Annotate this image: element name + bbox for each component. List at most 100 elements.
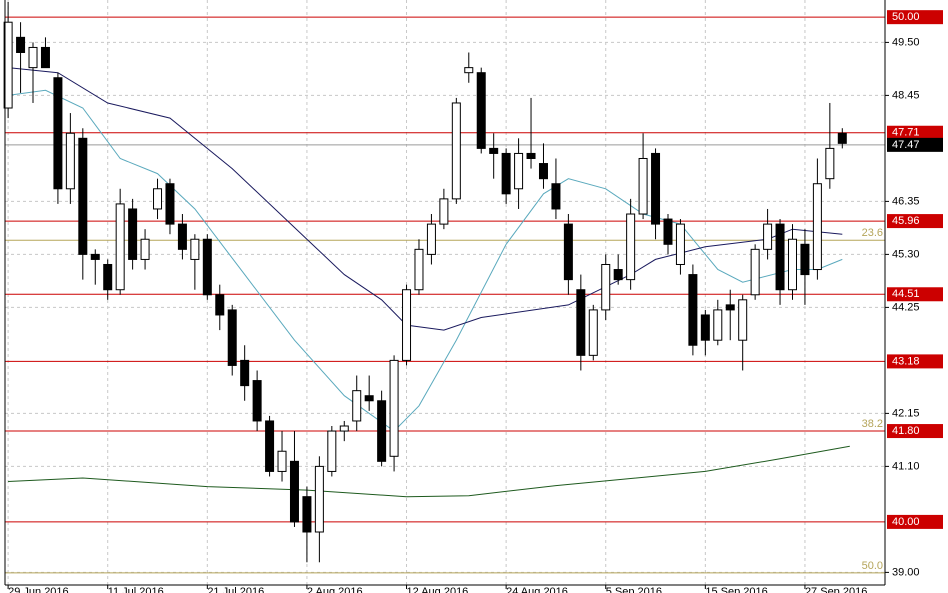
candle-body — [426, 223, 436, 255]
fib-label: 23.6 — [862, 227, 883, 239]
candle-body — [90, 253, 100, 260]
y-tick-label: 45.30 — [892, 248, 920, 260]
candle-body — [725, 304, 735, 311]
candle-body — [402, 289, 412, 361]
candle-body — [202, 238, 212, 296]
candle-body — [103, 263, 113, 291]
candle-body — [775, 223, 785, 291]
price-label: 41.80 — [892, 425, 920, 437]
candle-body — [750, 248, 760, 296]
candle-body — [800, 243, 810, 276]
candle-body — [638, 157, 648, 215]
x-tick-label: 21 Jul 2016 — [207, 586, 264, 593]
candle-body — [451, 102, 461, 200]
candle-body — [277, 450, 287, 472]
price-label-box — [887, 214, 943, 229]
candle-body — [763, 223, 773, 250]
candle-body — [439, 198, 449, 225]
candle-body — [514, 152, 524, 190]
candle-body — [28, 46, 38, 69]
candle-body — [339, 425, 349, 432]
candle-body — [16, 36, 26, 53]
candle-body — [128, 208, 138, 260]
x-tick-label: 2 Aug 2016 — [307, 586, 363, 593]
moving-average — [8, 67, 843, 331]
candle-body — [153, 188, 163, 210]
candle-body — [3, 21, 13, 109]
candle-body — [53, 77, 63, 190]
candle-body — [576, 289, 586, 356]
candle-body — [389, 359, 399, 457]
candle-body — [165, 183, 175, 225]
y-tick-label: 41.10 — [892, 460, 920, 472]
candle-body — [663, 218, 673, 245]
x-tick-label: 29 Jun 2016 — [8, 586, 69, 593]
candle-body — [177, 223, 187, 250]
fib-label: 50.0 — [862, 560, 883, 572]
price-label-box — [887, 137, 943, 152]
candle-body — [314, 465, 324, 533]
candle-body — [563, 223, 573, 281]
candle-body — [812, 183, 822, 271]
candle-body — [377, 400, 387, 462]
candle-body — [227, 309, 237, 366]
candle-body — [215, 294, 225, 316]
candle-body — [538, 163, 548, 180]
x-tick-label: 27 Sep 2016 — [805, 586, 867, 593]
candle-body — [700, 314, 710, 341]
x-tick-label: 11 Jul 2016 — [108, 586, 164, 593]
candle-body — [265, 420, 275, 472]
candle-body — [526, 152, 536, 159]
price-label-box — [887, 354, 943, 369]
y-tick-label: 48.45 — [892, 89, 920, 101]
candle-body — [787, 238, 797, 291]
candle-body — [738, 299, 748, 341]
candle-body — [78, 137, 88, 255]
candle-body — [364, 395, 374, 402]
candle-body — [675, 223, 685, 265]
x-tick-label: 5 Sep 2016 — [606, 586, 662, 593]
price-label: 44.51 — [892, 288, 920, 300]
price-label-box — [887, 125, 943, 140]
candle-body — [140, 238, 150, 260]
candle-body — [65, 132, 75, 190]
candle-body — [252, 380, 262, 422]
candle-body — [190, 238, 200, 260]
x-tick-label: 15 Sep 2016 — [705, 586, 767, 593]
candle-body — [476, 72, 486, 149]
price-label-box — [887, 424, 943, 439]
price-label-box — [887, 287, 943, 302]
candle-body — [688, 274, 698, 346]
moving-average — [8, 445, 850, 498]
candle-body — [352, 390, 362, 422]
candle-body — [40, 46, 50, 69]
candle-body — [327, 430, 337, 472]
price-label: 47.47 — [892, 139, 920, 151]
price-label: 47.71 — [892, 127, 920, 139]
candle-body — [302, 496, 312, 533]
candle-body — [551, 183, 561, 210]
candle-body — [837, 132, 847, 144]
y-tick-label: 42.15 — [892, 407, 920, 419]
price-label: 45.96 — [892, 215, 920, 227]
candle-body — [825, 147, 835, 180]
candle-body — [115, 203, 125, 291]
candle-body — [501, 152, 511, 195]
candle-body — [289, 460, 299, 523]
candle-body — [601, 263, 611, 311]
candle-body — [613, 269, 623, 281]
price-label-box — [887, 10, 943, 25]
y-tick-label: 49.50 — [892, 36, 920, 48]
price-label: 50.00 — [892, 11, 920, 23]
candle-body — [626, 213, 636, 281]
candle-body — [464, 67, 474, 74]
price-label: 40.00 — [892, 516, 920, 528]
price-label: 43.18 — [892, 355, 920, 367]
x-tick-label: 12 Aug 2016 — [407, 586, 469, 593]
candle-body — [414, 248, 424, 291]
candle-body — [240, 359, 250, 387]
fib-label: 38.2 — [862, 418, 883, 430]
y-tick-label: 44.25 — [892, 301, 920, 313]
